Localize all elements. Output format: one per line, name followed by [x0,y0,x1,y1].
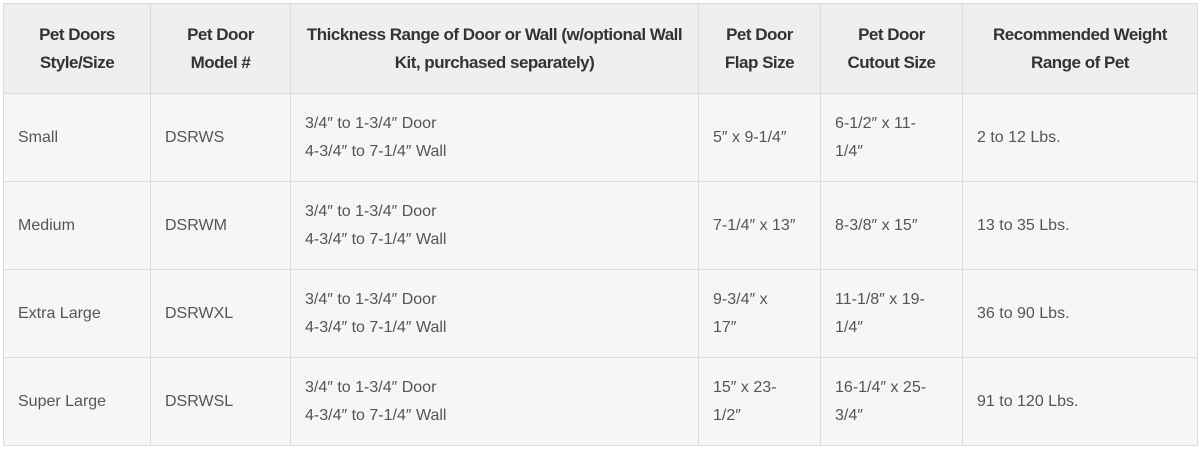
header-text: Cutout Size [847,52,937,72]
cell-text: DSRWS [165,128,225,146]
cell-flap-size: 15″ x 23- 1/2″ [698,357,821,446]
cell-style-size: Super Large [3,357,151,446]
table-row: Medium DSRWM 3/4″ to 1-3/4″ Door 4-3/4″ to … [3,181,1198,270]
header-text: Recommended Weight [993,24,1167,44]
cell-text: 1/4″ [835,142,863,160]
cell-text: 1/2″ [713,406,741,424]
cell-thickness-range: 3/4″ to 1-3/4″ Door 4-3/4″ to 7-1/4″ Wall [290,181,699,270]
cell-text: Medium [18,216,75,234]
column-header-weight-range: Recommended Weight Range of Pet [962,3,1198,94]
cell-text: 4-3/4″ to 7-1/4″ Wall [305,142,447,160]
cell-text: 3/4″ [835,406,863,424]
cell-weight-range: 91 to 120 Lbs. [962,357,1198,446]
cell-text: Small [18,128,59,146]
cell-text: Extra Large [18,304,101,322]
cell-text: 16-1/4″ x 25- [835,378,927,396]
cell-model: DSRWS [150,93,291,182]
table-row: Small DSRWS 3/4″ to 1-3/4″ Door 4-3/4″ to 7… [3,93,1198,182]
header-text: Kit, purchased separately) [394,52,595,72]
pet-door-size-table: Pet Doors Style/Size Pet Door Model # Thickn… [3,3,1198,446]
cell-style-size: Medium [3,181,151,270]
cell-thickness-range: 3/4″ to 1-3/4″ Door 4-3/4″ to 7-1/4″ Wall [290,269,699,358]
cell-flap-size: 7-1/4″ x 13″ [698,181,821,270]
column-header-cutout-size: Pet Door Cutout Size [820,3,963,94]
cell-text: 4-3/4″ to 7-1/4″ Wall [305,406,447,424]
header-text: Pet Door [726,24,793,44]
cell-text: 36 to 90 Lbs. [977,304,1070,322]
cell-text: 9-3/4″ x [713,290,768,308]
cell-text: 2 to 12 Lbs. [977,128,1061,146]
cell-model: DSRWXL [150,269,291,358]
cell-text: 17″ [713,318,737,336]
header-text: Range of Pet [1031,52,1129,72]
cell-text: DSRWSL [165,392,234,410]
cell-model: DSRWSL [150,357,291,446]
cell-text: DSRWXL [165,304,234,322]
cell-text: 3/4″ to 1-3/4″ Door [305,114,437,132]
header-text: Pet Doors [39,24,115,44]
column-header-thickness-range: Thickness Range of Door or Wall (w/optio… [290,3,699,94]
cell-cutout-size: 16-1/4″ x 25- 3/4″ [820,357,963,446]
cell-weight-range: 2 to 12 Lbs. [962,93,1198,182]
cell-text: 4-3/4″ to 7-1/4″ Wall [305,318,447,336]
header-row: Pet Doors Style/Size Pet Door Model # Thickn… [3,3,1198,94]
cell-cutout-size: 6-1/2″ x 11- 1/4″ [820,93,963,182]
header-text: Model # [190,52,251,72]
cell-text: Super Large [18,392,107,410]
cell-text: 8-3/8″ x 15″ [835,216,918,234]
cell-text: 91 to 120 Lbs. [977,392,1079,410]
column-header-style-size: Pet Doors Style/Size [3,3,151,94]
cell-text: 6-1/2″ x 11- [835,114,916,132]
cell-model: DSRWM [150,181,291,270]
table-row: Super Large DSRWSL 3/4″ to 1-3/4″ Door 4-3/… [3,357,1198,446]
cell-cutout-size: 8-3/8″ x 15″ [820,181,963,270]
cell-weight-range: 13 to 35 Lbs. [962,181,1198,270]
header-text: Flap Size [724,52,795,72]
header-text: Pet Door [187,24,254,44]
column-header-flap-size: Pet Door Flap Size [698,3,821,94]
cell-text: 7-1/4″ x 13″ [713,216,796,234]
cell-text: 3/4″ to 1-3/4″ Door [305,290,437,308]
cell-text: 5″ x 9-1/4″ [713,128,787,146]
cell-text: 1/4″ [835,318,863,336]
cell-cutout-size: 11-1/8″ x 19- 1/4″ [820,269,963,358]
cell-text: 11-1/8″ x 19- [835,290,925,308]
cell-text: DSRWM [165,216,227,234]
cell-text: 3/4″ to 1-3/4″ Door [305,378,437,396]
cell-thickness-range: 3/4″ to 1-3/4″ Door 4-3/4″ to 7-1/4″ Wall [290,357,699,446]
cell-style-size: Extra Large [3,269,151,358]
header-text: Pet Door [858,24,925,44]
cell-flap-size: 9-3/4″ x 17″ [698,269,821,358]
cell-thickness-range: 3/4″ to 1-3/4″ Door 4-3/4″ to 7-1/4″ Wall [290,93,699,182]
cell-style-size: Small [3,93,151,182]
cell-flap-size: 5″ x 9-1/4″ [698,93,821,182]
column-header-model: Pet Door Model # [150,3,291,94]
cell-text: 15″ x 23- [713,378,777,396]
cell-weight-range: 36 to 90 Lbs. [962,269,1198,358]
table-row: Extra Large DSRWXL 3/4″ to 1-3/4″ Door 4-3/… [3,269,1198,358]
cell-text: 4-3/4″ to 7-1/4″ Wall [305,230,447,248]
cell-text: 13 to 35 Lbs. [977,216,1070,234]
cell-text: 3/4″ to 1-3/4″ Door [305,202,437,220]
header-text: Style/Size [39,52,115,72]
header-text: Thickness Range of Door or Wall (w/optio… [306,24,683,44]
